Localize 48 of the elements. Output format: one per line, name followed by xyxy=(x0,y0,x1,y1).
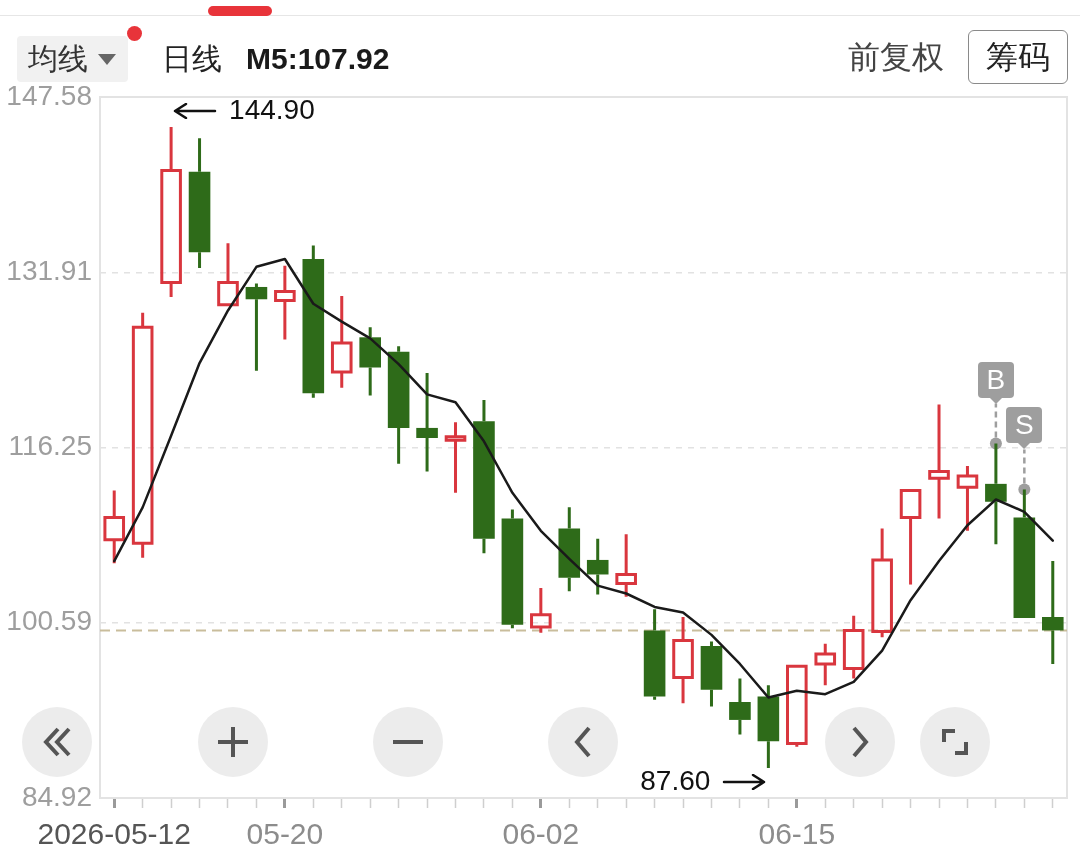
candlestick xyxy=(103,490,126,564)
candlestick xyxy=(672,616,694,704)
candlestick xyxy=(302,245,325,398)
candlestick xyxy=(586,538,609,595)
candlestick xyxy=(700,641,723,707)
candlestick xyxy=(814,643,837,686)
y-tick-label: 147.58 xyxy=(6,79,92,111)
annotation: 87.60 xyxy=(640,764,711,796)
annotation: 144.90 xyxy=(229,93,315,125)
candlestick xyxy=(473,399,495,554)
candlestick xyxy=(928,404,950,519)
candlestick xyxy=(245,283,268,371)
candlestick xyxy=(871,528,893,638)
text: 前复权 xyxy=(848,37,944,76)
candlestick xyxy=(444,422,467,493)
candlestick xyxy=(501,509,524,629)
button: 筹码 xyxy=(968,29,1068,84)
candlestick xyxy=(274,265,296,340)
candlestick xyxy=(160,126,182,298)
candlestick xyxy=(217,243,239,307)
y-tick-label: 131.91 xyxy=(6,255,92,287)
candlestick xyxy=(131,312,154,558)
candlestick xyxy=(416,373,438,472)
candlestick xyxy=(615,534,637,597)
y-tick-label: 84.92 xyxy=(21,780,92,812)
candlestick xyxy=(330,295,353,388)
candlestick xyxy=(359,327,381,396)
x-tick-label: 05-20 xyxy=(246,817,324,851)
x-tick-label: 06-02 xyxy=(502,817,580,851)
candlestick xyxy=(899,489,922,585)
candlestick xyxy=(842,615,865,679)
annotation: S xyxy=(1014,409,1034,441)
candlestick xyxy=(387,346,410,464)
candlestick xyxy=(188,138,211,268)
y-tick-label: 116.25 xyxy=(8,430,92,462)
x-tick-label: 06-15 xyxy=(758,817,836,851)
candlestick xyxy=(729,678,751,735)
text: M5:107.92 xyxy=(246,42,390,75)
candlestick xyxy=(1041,561,1064,664)
candlestick xyxy=(643,609,666,700)
text: 日线 xyxy=(162,41,222,76)
candlestick xyxy=(558,507,581,592)
candlestick xyxy=(530,587,552,633)
annotation: B xyxy=(986,363,1006,395)
candlestick xyxy=(956,465,979,531)
x-tick-label: 2026-05-12 xyxy=(37,817,191,851)
y-tick-label: 100.59 xyxy=(6,605,92,637)
candlestick xyxy=(757,685,780,769)
